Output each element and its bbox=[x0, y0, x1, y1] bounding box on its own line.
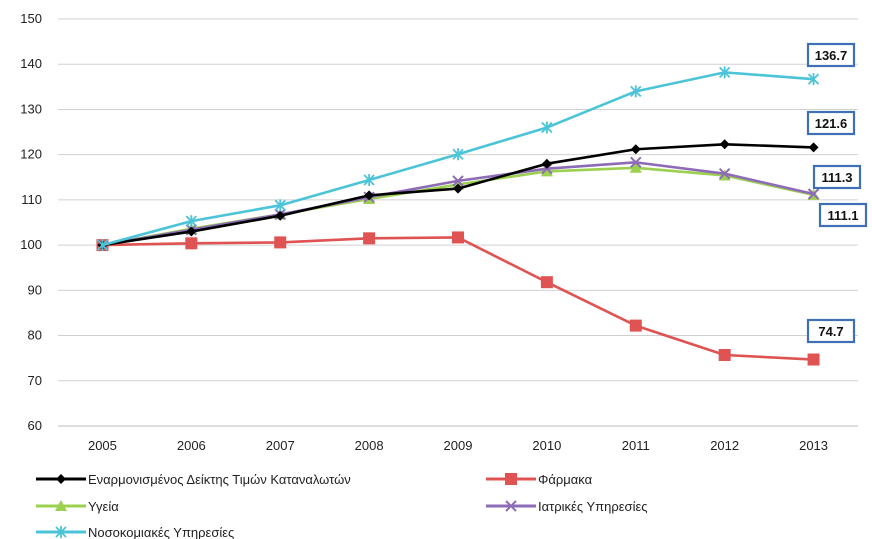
data-point bbox=[452, 148, 464, 161]
data-point bbox=[275, 210, 286, 221]
x-tick-label: 2011 bbox=[622, 438, 650, 453]
callout-frame bbox=[806, 110, 856, 136]
marker-stroke bbox=[807, 188, 820, 200]
callout-frame bbox=[806, 318, 856, 344]
legend-label: Νοσοκομιακές Υπηρεσίες bbox=[88, 525, 234, 539]
legend-item: Νοσοκομιακές Υπηρεσίες bbox=[36, 525, 234, 539]
data-point bbox=[363, 173, 375, 186]
callout-frame bbox=[818, 202, 868, 228]
data-point bbox=[452, 231, 464, 244]
legend-item: Εναρμονισμένος Δείκτης Τιμών Καταναλωτών bbox=[36, 472, 351, 487]
y-tick-label: 80 bbox=[28, 328, 42, 343]
legend-marker bbox=[56, 474, 66, 484]
x-tick-label: 2005 bbox=[88, 438, 117, 453]
legend-item: Φάρμακα bbox=[486, 472, 593, 487]
y-tick-label: 90 bbox=[28, 282, 42, 297]
data-point bbox=[274, 199, 286, 212]
data-point bbox=[807, 188, 820, 200]
value-callouts: 136.7 121.6 111.3 111.1 74.7 bbox=[806, 42, 868, 344]
y-tick-label: 130 bbox=[20, 101, 42, 116]
series-1 bbox=[96, 231, 820, 366]
data-point bbox=[630, 144, 641, 155]
legend-label: Ιατρικές Υπηρεσίες bbox=[538, 499, 648, 514]
callout-value: 74.7 bbox=[818, 324, 843, 339]
marker-stroke bbox=[630, 156, 642, 169]
data-point bbox=[718, 167, 731, 180]
legend-label: Εναρμονισμένος Δείκτης Τιμών Καταναλωτών bbox=[88, 472, 351, 487]
data-point bbox=[629, 161, 642, 173]
x-tick-label: 2010 bbox=[532, 438, 561, 453]
callout-frame bbox=[806, 42, 856, 68]
callout-box: 136.7 bbox=[806, 42, 856, 68]
data-point bbox=[629, 319, 642, 332]
callout-box: 111.3 bbox=[812, 164, 862, 190]
legend-item: Ιατρικές Υπηρεσίες bbox=[486, 499, 648, 514]
data-point bbox=[719, 139, 730, 150]
callout-value: 111.3 bbox=[821, 170, 852, 185]
data-point bbox=[96, 239, 109, 252]
y-tick-label: 100 bbox=[20, 237, 42, 252]
data-point bbox=[541, 121, 553, 134]
x-tick-label: 2008 bbox=[355, 438, 384, 453]
data-point bbox=[630, 85, 642, 98]
data-point bbox=[540, 165, 553, 177]
legend-label: Φάρμακα bbox=[538, 472, 593, 487]
x-tick-label: 2013 bbox=[799, 438, 828, 453]
y-tick-label: 140 bbox=[20, 56, 42, 71]
data-point bbox=[453, 183, 463, 194]
marker-stroke bbox=[505, 500, 517, 512]
callout-box: 121.6 bbox=[806, 110, 856, 136]
data-point bbox=[185, 237, 198, 250]
y-axis: 60 70 80 90 100 110 120 130 140 150 bbox=[20, 11, 42, 433]
data-point bbox=[185, 215, 197, 228]
callout-frame bbox=[812, 164, 862, 190]
data-point bbox=[807, 353, 820, 366]
data-point bbox=[363, 232, 376, 245]
marker-stroke bbox=[718, 167, 731, 180]
series-line bbox=[102, 236, 814, 361]
x-tick-label: 2012 bbox=[710, 438, 739, 453]
data-point bbox=[719, 66, 731, 79]
legend: Εναρμονισμένος Δείκτης Τιμών Καταναλωτών… bbox=[36, 472, 648, 539]
grid-lines bbox=[58, 18, 858, 427]
legend-marker bbox=[55, 526, 67, 538]
legend-item: Υγεία bbox=[36, 499, 119, 514]
callout-box: 111.1 bbox=[818, 202, 868, 228]
series-0 bbox=[97, 139, 819, 251]
y-tick-label: 70 bbox=[28, 373, 42, 388]
data-point bbox=[808, 142, 819, 153]
callout-value: 121.6 bbox=[815, 116, 848, 131]
series-4 bbox=[96, 66, 820, 252]
data-point bbox=[274, 236, 287, 249]
x-tick-label: 2006 bbox=[177, 438, 206, 453]
legend-marker bbox=[55, 500, 67, 511]
data-point bbox=[364, 190, 375, 201]
series-group bbox=[96, 66, 820, 366]
data-point bbox=[718, 349, 731, 362]
marker-stroke bbox=[452, 175, 464, 187]
data-point bbox=[630, 156, 642, 169]
x-tick-label: 2009 bbox=[444, 438, 473, 453]
x-axis: 2005 2006 2007 2008 2009 2010 2011 2012 2013 bbox=[58, 425, 858, 453]
data-point bbox=[186, 226, 197, 237]
data-point bbox=[541, 158, 552, 169]
legend-marker bbox=[505, 473, 517, 485]
data-point bbox=[452, 175, 464, 187]
y-tick-label: 120 bbox=[20, 147, 42, 162]
legend-label: Υγεία bbox=[88, 499, 119, 514]
data-point bbox=[540, 276, 553, 289]
legend-marker bbox=[505, 500, 517, 512]
callout-value: 111.1 bbox=[827, 208, 858, 223]
y-tick-label: 110 bbox=[21, 192, 42, 207]
y-tick-label: 60 bbox=[28, 418, 42, 433]
data-point bbox=[807, 73, 820, 86]
callout-value: 136.7 bbox=[815, 48, 848, 63]
x-tick-label: 2007 bbox=[266, 438, 295, 453]
callout-box: 74.7 bbox=[806, 318, 856, 344]
y-tick-label: 150 bbox=[20, 11, 42, 26]
